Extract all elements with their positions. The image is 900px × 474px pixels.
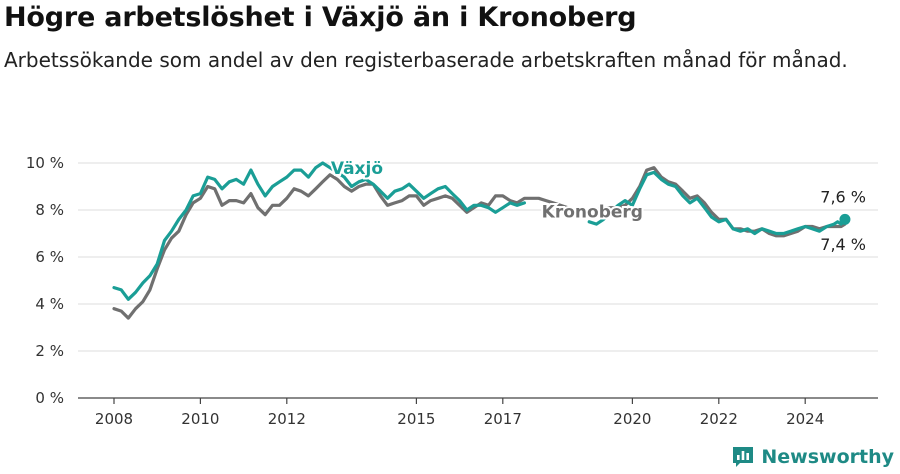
series-lines xyxy=(112,161,851,320)
kronoberg-last-value-label: 7,4 % xyxy=(820,235,866,254)
bar-chart-logo-icon xyxy=(733,447,754,467)
y-tick-label: 8 % xyxy=(35,201,64,219)
chart-subtitle: Arbetssökande som andel av den registerb… xyxy=(4,48,848,72)
x-tick-label: 2024 xyxy=(786,410,824,428)
y-tick-label: 6 % xyxy=(35,248,64,266)
series-labels: Växjö Kronoberg 7,6 % 7,4 % xyxy=(329,157,866,254)
vaxjo-last-value-label: 7,6 % xyxy=(820,187,866,206)
y-tick-label: 2 % xyxy=(35,342,64,360)
x-tick-label: 2017 xyxy=(484,410,522,428)
kronoberg-line xyxy=(112,166,847,320)
y-tick-label: 10 % xyxy=(26,154,64,172)
vaxjo-line xyxy=(112,161,526,301)
brand-name: Newsworthy xyxy=(761,446,894,468)
x-tick-label: 2015 xyxy=(397,410,435,428)
chart-title: Högre arbetslöshet i Växjö än i Kronober… xyxy=(4,2,637,33)
newsworthy-logo: Newsworthy xyxy=(731,445,894,469)
x-tick-label: 2012 xyxy=(268,410,306,428)
vaxjo-line-segment-2 xyxy=(587,170,847,236)
vaxjo-end-dot xyxy=(839,213,851,225)
gridlines xyxy=(78,162,878,352)
vaxjo-series-label: Växjö xyxy=(331,159,383,179)
x-tick-label: 2010 xyxy=(181,410,219,428)
x-tick-label: 2020 xyxy=(613,410,651,428)
x-tick-label: 2008 xyxy=(95,410,133,428)
y-tick-label: 0 % xyxy=(35,389,64,407)
x-tick-label: 2022 xyxy=(700,410,738,428)
kronoberg-series-label: Kronoberg xyxy=(542,202,643,222)
y-axis-tick-labels: 0 % 2 % 4 % 6 % 8 % 10 % xyxy=(26,154,64,407)
y-tick-label: 4 % xyxy=(35,295,64,313)
x-axis: 2008 2010 2012 2015 2017 2020 2022 2024 xyxy=(78,397,878,428)
